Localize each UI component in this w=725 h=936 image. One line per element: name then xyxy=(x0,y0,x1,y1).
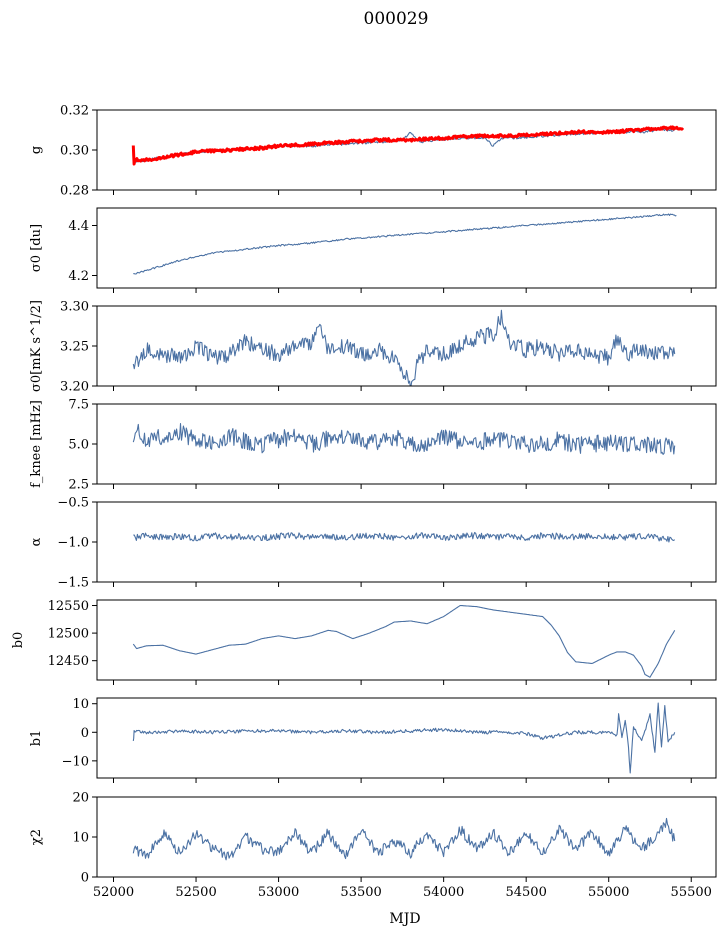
x-tick-label: 54000 xyxy=(423,885,464,900)
y-axis-label: b1 xyxy=(29,730,44,747)
series-line xyxy=(133,213,677,275)
panel-2: 4.2 4.4 σ0 [du] xyxy=(29,207,717,293)
y-tick-label: 7.5 xyxy=(68,398,89,413)
x-tick-label: 55000 xyxy=(588,885,629,900)
x-axis-label: MJD xyxy=(389,911,420,927)
y-axis-label: σ0[mK s^1/2] xyxy=(29,300,44,392)
y-tick-label: 4.4 xyxy=(68,219,89,234)
y-tick-label: 12550 xyxy=(48,599,89,614)
panel-3: 3.20 3.25 3.30 σ0[mK s^1/2] xyxy=(29,300,717,395)
y-axis-label: χ2 xyxy=(29,829,44,845)
series-line xyxy=(132,604,676,678)
y-tick-label: −10 xyxy=(62,754,89,769)
y-tick-label: 0.32 xyxy=(60,104,89,119)
y-tick-label: 0 xyxy=(81,871,89,886)
panel-7: −10 0 10 b1 xyxy=(29,697,717,783)
panels: 0.28 0.30 0.32 g 4.2 4.4 σ0 [du] 3.20 3.25 3.30 σ0… xyxy=(11,104,717,900)
y-tick-label: 3.20 xyxy=(60,380,89,395)
series-line xyxy=(132,309,676,386)
panel-4: 2.5 5.0 7.5 f_knee [mHz] xyxy=(29,398,717,493)
y-axis-label: f_knee [mHz] xyxy=(29,400,44,488)
y-tick-label: 10 xyxy=(72,831,89,846)
axes-frame xyxy=(96,796,717,878)
y-tick-label: 0 xyxy=(81,726,89,741)
y-tick-label: −1.5 xyxy=(57,576,89,591)
x-tick-label: 53500 xyxy=(340,885,381,900)
panel-1: 0.28 0.30 0.32 g xyxy=(29,104,717,199)
y-tick-label: 10 xyxy=(72,697,89,712)
y-tick-label: 12500 xyxy=(48,627,89,642)
y-tick-label: 3.30 xyxy=(60,300,89,315)
panel-8: 0 10 20 52000 52500 53000 53500 54000 54500 55000… xyxy=(29,791,717,900)
y-tick-label: 4.2 xyxy=(68,269,89,284)
x-tick-label: 53000 xyxy=(258,885,299,900)
figure-title: 000029 xyxy=(364,9,429,29)
x-tick-label: 54500 xyxy=(505,885,546,900)
series-line xyxy=(132,702,676,774)
y-tick-label: 12450 xyxy=(48,654,89,669)
x-tick-label: 55500 xyxy=(671,885,712,900)
axes-frame xyxy=(96,599,717,681)
y-tick-label: −0.5 xyxy=(57,496,89,511)
y-tick-label: 20 xyxy=(72,791,89,806)
y-tick-label: −1.0 xyxy=(57,536,89,551)
series-line xyxy=(132,423,676,455)
y-tick-label: 0.28 xyxy=(60,184,89,199)
y-axis-label: b0 xyxy=(11,632,26,649)
axes-frame xyxy=(96,501,717,583)
y-tick-label: 5.0 xyxy=(68,438,89,453)
y-tick-label: 0.30 xyxy=(60,144,89,159)
series-line xyxy=(133,531,676,543)
y-axis-label: α xyxy=(29,537,44,546)
series-line xyxy=(132,817,676,861)
x-tick-label: 52000 xyxy=(93,885,134,900)
y-tick-label: 3.25 xyxy=(60,340,89,355)
axes-frame xyxy=(96,207,717,289)
y-axis-label: σ0 [du] xyxy=(29,224,44,272)
axes-frame xyxy=(96,697,717,779)
panel-5: −1.5 −1.0 −0.5 α xyxy=(29,496,717,591)
series-line-overlay xyxy=(131,125,685,166)
x-tick-label: 52500 xyxy=(175,885,216,900)
panel-6: 12450 12500 12550 b0 xyxy=(11,599,717,685)
axes-frame xyxy=(96,109,717,191)
y-tick-label: 2.5 xyxy=(68,478,89,493)
y-axis-label: g xyxy=(29,146,44,154)
